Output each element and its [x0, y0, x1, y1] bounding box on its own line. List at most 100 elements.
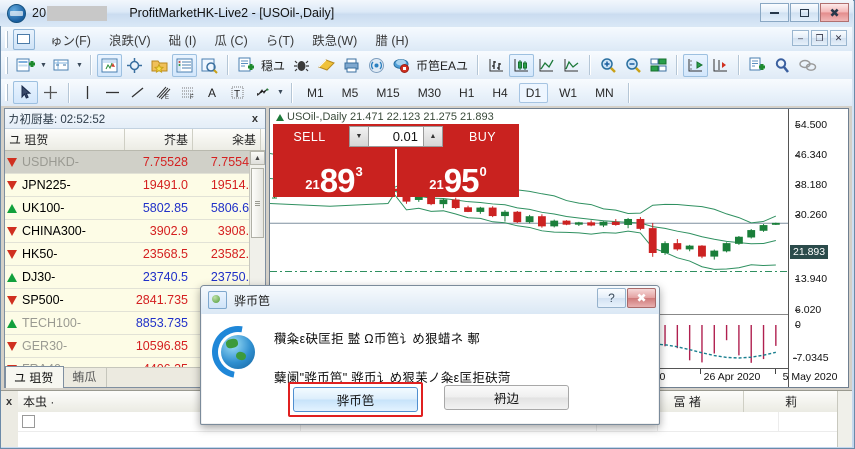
- autotrading-label[interactable]: 币笆EAユ: [416, 58, 469, 73]
- timeframe-m15[interactable]: M15: [376, 85, 400, 100]
- tab-symbols[interactable]: ユ 珇贺: [5, 366, 65, 388]
- chart-profiles-icon[interactable]: [49, 54, 74, 77]
- one-click-trading-panel[interactable]: SELL ▼ 0.01 ▲ BUY 21 89 3 21 95 0: [273, 124, 519, 197]
- sell-price-button[interactable]: 21 89 3: [273, 149, 395, 197]
- close-window-button[interactable]: ✖: [820, 3, 849, 22]
- maximize-button[interactable]: [790, 3, 819, 22]
- column-header-bid[interactable]: 芥基: [125, 129, 193, 150]
- toolbar-drag-grip[interactable]: [5, 56, 10, 74]
- search-icon[interactable]: [770, 54, 795, 77]
- line-toolbar-drag-grip[interactable]: [5, 84, 10, 101]
- horizontal-line-icon[interactable]: [100, 81, 125, 104]
- menu-item-charts[interactable]: 瓜 (C): [214, 33, 248, 48]
- price-axis[interactable]: 54.500 46.340 38.180 30.260 21.893 13.94…: [788, 109, 848, 387]
- scroll-up-button[interactable]: ▲: [250, 151, 265, 165]
- dialog-close-button[interactable]: ✖: [627, 288, 656, 308]
- signals-icon[interactable]: [364, 54, 389, 77]
- new-chart-dropdown-icon[interactable]: ▼: [40, 61, 47, 69]
- menu-item-window[interactable]: 跌急(W): [312, 33, 358, 48]
- terminal-scrollbar[interactable]: [837, 391, 852, 447]
- print-icon[interactable]: [339, 54, 364, 77]
- market-watch-icon[interactable]: [97, 53, 122, 77]
- volume-input[interactable]: 0.01: [369, 126, 423, 147]
- timeframe-w1[interactable]: W1: [559, 85, 578, 100]
- text-icon[interactable]: A: [200, 81, 225, 104]
- candlestick-chart-icon[interactable]: [509, 53, 535, 77]
- line-chart-2-icon[interactable]: [559, 54, 584, 77]
- market-watch-close-button[interactable]: x: [251, 112, 258, 125]
- text-label-icon[interactable]: T: [225, 81, 250, 104]
- trendline-icon[interactable]: [125, 81, 150, 104]
- mdi-document-icon[interactable]: [13, 28, 35, 50]
- timeframe-m1[interactable]: M1: [307, 85, 324, 100]
- market-watch-row[interactable]: CHINA300- 3902.9 3908.5: [5, 220, 265, 243]
- zoom-out-icon[interactable]: [621, 54, 646, 77]
- dialog-help-button[interactable]: ?: [597, 288, 626, 308]
- menu-item-view[interactable]: 浪跌(V): [108, 33, 151, 48]
- arrows-dropdown-icon[interactable]: ▼: [277, 89, 284, 96]
- timeframe-h4[interactable]: H4: [492, 85, 508, 100]
- column-header-symbol[interactable]: ユ 珇贺: [5, 129, 125, 150]
- crosshair-icon[interactable]: [38, 81, 63, 104]
- equidistant-channel-icon[interactable]: E: [150, 81, 175, 104]
- chart-profiles-dropdown-icon[interactable]: ▼: [76, 61, 83, 69]
- terminal-icon[interactable]: [172, 53, 197, 77]
- new-order-icon[interactable]: [234, 54, 259, 77]
- terminal-column-3[interactable]: 冨 褚: [631, 391, 745, 412]
- menu-item-file[interactable]: ゅン(F): [50, 33, 91, 48]
- vertical-line-icon[interactable]: [75, 81, 100, 104]
- market-watch-row[interactable]: JPN225- 19491.0 19514.0: [5, 174, 265, 197]
- buy-label[interactable]: BUY: [446, 124, 519, 149]
- zoom-in-icon[interactable]: [596, 54, 621, 77]
- scroll-thumb[interactable]: [251, 168, 264, 238]
- column-header-ask[interactable]: 籴基: [193, 129, 261, 150]
- dialog-cancel-button[interactable]: 袇边: [444, 385, 569, 410]
- bug-icon[interactable]: [289, 54, 314, 77]
- menu-drag-grip[interactable]: [5, 30, 10, 48]
- terminal-body[interactable]: [18, 412, 838, 447]
- menu-item-tools[interactable]: ら(T): [265, 33, 295, 48]
- timeframe-mn[interactable]: MN: [595, 85, 614, 100]
- menu-item-insert[interactable]: 础 (I): [168, 33, 197, 48]
- metaeditor-icon[interactable]: [314, 54, 339, 77]
- indicators-icon[interactable]: [745, 54, 770, 77]
- cursor-icon[interactable]: [13, 81, 38, 104]
- navigator-icon[interactable]: [147, 54, 172, 77]
- fibonacci-icon[interactable]: F: [175, 81, 200, 104]
- chart-autoscroll-icon[interactable]: [708, 54, 733, 77]
- market-watch-row[interactable]: USDHKD- 7.75528 7.75549: [5, 151, 265, 174]
- timeframe-m5[interactable]: M5: [341, 85, 359, 100]
- terminal-expand-icon[interactable]: [22, 415, 35, 428]
- timeframe-d1[interactable]: D1: [518, 82, 549, 103]
- volume-decrement-icon[interactable]: ▼: [349, 126, 369, 147]
- chat-icon[interactable]: [795, 54, 820, 77]
- market-watch-row[interactable]: HK50- 23568.5 23582.5: [5, 243, 265, 266]
- menu-item-help[interactable]: 腊 (H): [375, 33, 409, 48]
- volume-increment-icon[interactable]: ▲: [423, 126, 443, 147]
- dialog-ok-button[interactable]: 骅币笆: [293, 387, 418, 412]
- market-watch-row[interactable]: UK100- 5802.85 5806.65: [5, 197, 265, 220]
- sell-label[interactable]: SELL: [273, 124, 346, 149]
- new-order-label[interactable]: 穏ユ: [261, 58, 286, 73]
- terminal-column-4[interactable]: 莉: [785, 395, 798, 409]
- market-watch-row[interactable]: DJ30- 23740.5 23750.5: [5, 266, 265, 289]
- strategy-tester-icon[interactable]: [197, 54, 222, 77]
- chart-shift-icon[interactable]: [683, 53, 709, 77]
- tab-tick-chart[interactable]: 蛕瓜: [64, 366, 108, 387]
- bar-chart-icon[interactable]: [484, 54, 509, 77]
- mdi-restore-button[interactable]: ❐: [811, 30, 828, 46]
- autotrading-icon[interactable]: [389, 54, 414, 77]
- timeframe-m30[interactable]: M30: [417, 85, 442, 100]
- mdi-close-button[interactable]: ✕: [830, 30, 847, 46]
- minimize-button[interactable]: [760, 3, 789, 22]
- terminal-close-button[interactable]: x: [6, 396, 13, 408]
- data-window-icon[interactable]: [122, 54, 147, 77]
- arrows-icon[interactable]: [250, 81, 275, 104]
- buy-price-button[interactable]: 21 95 0: [397, 149, 519, 197]
- timeframe-h1[interactable]: H1: [459, 85, 475, 100]
- mdi-minimize-button[interactable]: –: [792, 30, 809, 46]
- line-chart-icon[interactable]: [534, 54, 559, 77]
- volume-stepper[interactable]: ▼ 0.01 ▲: [346, 124, 446, 149]
- new-chart-icon[interactable]: [13, 54, 38, 77]
- tile-windows-icon[interactable]: [646, 54, 671, 77]
